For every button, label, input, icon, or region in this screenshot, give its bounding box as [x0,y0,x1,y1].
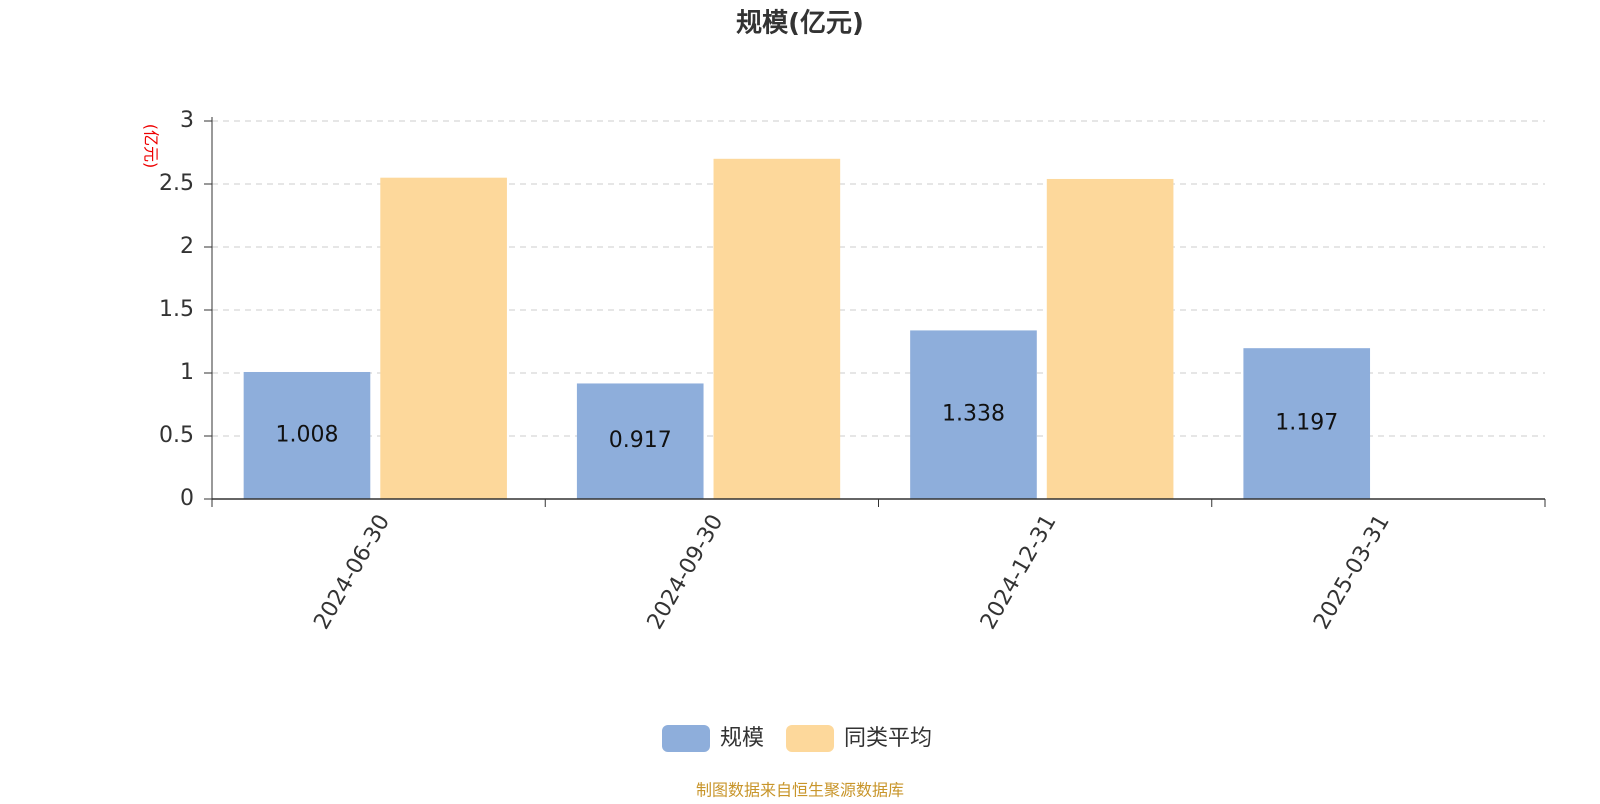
bar [1243,348,1371,499]
bar [910,330,1037,499]
x-tick-label: 2024-09-30 [643,511,729,634]
y-axis-label: (亿元) [142,124,161,169]
legend-swatch [786,725,835,752]
data-label: 0.917 [609,428,672,453]
y-tick-label: 3 [180,108,194,133]
bar [243,371,371,499]
bar [1046,178,1174,499]
y-tick-label: 1.5 [159,297,194,322]
y-tick-label: 2 [180,234,194,259]
bar [576,383,704,499]
source-note: 制图数据来自恒生聚源数据库 [696,781,904,800]
x-tick-label: 2025-03-31 [1309,511,1395,634]
bar [380,177,507,499]
data-label: 1.338 [942,402,1005,427]
legend-label: 同类平均 [844,726,932,751]
bar [713,158,841,500]
x-tick-label: 2024-12-31 [976,511,1062,634]
y-tick-label: 0.5 [159,423,194,448]
y-tick-label: 0 [180,486,194,511]
legend-swatch [662,725,710,752]
x-tick-label: 2024-06-30 [309,511,395,634]
data-label: 1.008 [275,422,338,447]
y-tick-label: 1 [180,360,194,385]
y-tick-label: 2.5 [159,171,194,196]
chart-title: 规模(亿元) [736,9,864,39]
legend-label: 规模 [720,726,764,751]
data-label: 1.197 [1275,411,1338,436]
